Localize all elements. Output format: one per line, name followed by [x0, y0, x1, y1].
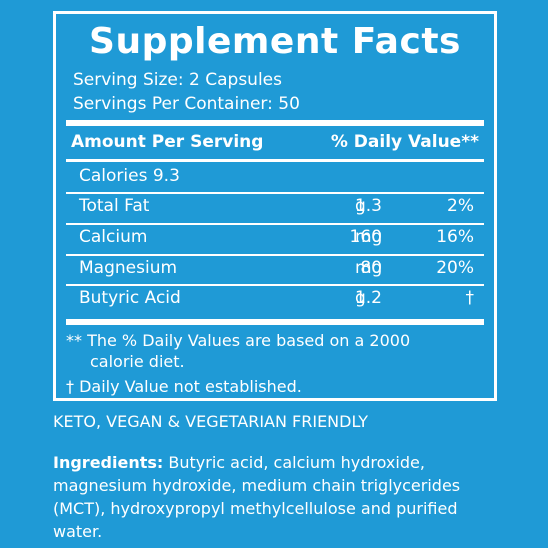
table-row: Magnesium 80 mg 20%: [66, 254, 484, 280]
ingredients-label: Ingredients:: [53, 453, 164, 472]
nutrient-amount: 80: [360, 258, 382, 278]
diet-friendly-note: KETO, VEGAN & VEGETARIAN FRIENDLY: [53, 412, 369, 431]
supplement-facts-panel: Supplement Facts Serving Size: 2 Capsule…: [53, 11, 497, 401]
table-row: Butyric Acid 1.2 g †: [66, 284, 484, 310]
serving-size: Serving Size: 2 Capsules: [73, 70, 282, 90]
row-divider: [66, 254, 484, 256]
nutrient-name: Calcium: [79, 227, 148, 247]
dagger-footnote: † Daily Value not established.: [66, 377, 302, 396]
row-divider: [66, 192, 484, 194]
nutrient-daily-value: †: [465, 288, 475, 308]
thick-divider: [66, 120, 484, 126]
table-row: Calcium 160 mg 16%: [66, 223, 484, 249]
nutrient-name: Total Fat: [79, 196, 150, 216]
nutrient-unit: g: [355, 288, 366, 308]
calories-value: Calories 9.3: [79, 166, 180, 186]
nutrient-unit: mg: [355, 258, 383, 278]
nutrient-amount: 1.2: [354, 288, 382, 308]
nutrient-daily-value: 20%: [436, 258, 474, 278]
nutrient-name: Butyric Acid: [79, 288, 181, 308]
thick-divider-bottom: [66, 319, 484, 325]
daily-value-header: % Daily Value**: [330, 132, 479, 152]
nutrient-daily-value: 16%: [436, 227, 474, 247]
header-divider: [66, 159, 484, 162]
nutrient-name: Magnesium: [79, 258, 178, 278]
calories-row: Calories 9.3: [66, 162, 484, 188]
row-divider: [66, 223, 484, 225]
amount-per-serving-header: Amount Per Serving: [71, 132, 264, 152]
row-divider: [66, 284, 484, 286]
ingredients-text: Butyric acid, calcium hydroxide, magnesi…: [53, 453, 461, 541]
panel-title: Supplement Facts: [89, 21, 461, 62]
nutrient-amount: 160: [349, 227, 382, 247]
nutrient-unit: g: [355, 196, 366, 216]
ingredients-block: Ingredients: Butyric acid, calcium hydro…: [53, 451, 493, 543]
daily-value-footnote: ** The % Daily Values are based on a 200…: [66, 331, 411, 350]
nutrient-unit: mg: [355, 227, 383, 247]
table-row: Total Fat 1.3 g 2%: [66, 192, 484, 218]
nutrient-amount: 1.3: [354, 196, 382, 216]
daily-value-footnote-cont: calorie diet.: [90, 352, 185, 371]
servings-per-container: Servings Per Container: 50: [73, 94, 300, 114]
nutrient-daily-value: 2%: [447, 196, 474, 216]
